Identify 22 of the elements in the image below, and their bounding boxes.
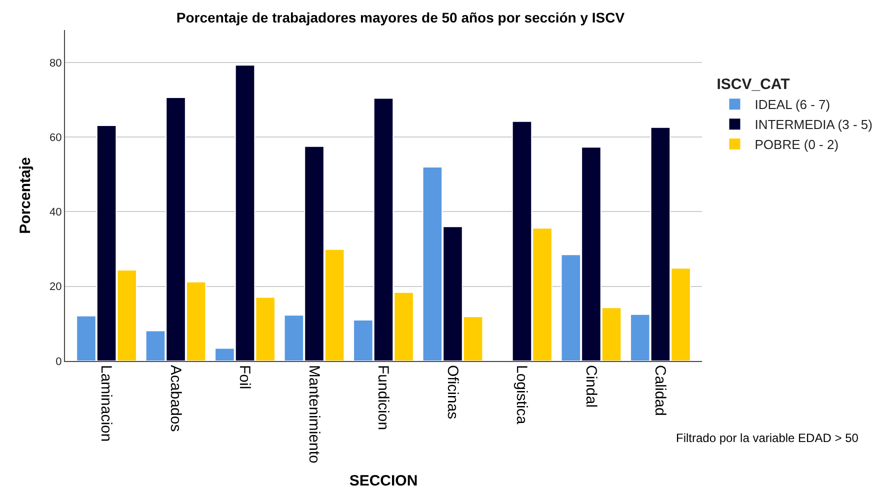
legend-label: INTERMEDIA (3 - 5) — [754, 117, 872, 132]
y-tick-label: 20 — [50, 281, 62, 294]
x-tick-label: Acabados — [166, 365, 184, 432]
legend-label: POBRE (0 - 2) — [754, 137, 839, 152]
x-tick-label: Foil — [236, 365, 254, 390]
legend-label: IDEAL (6 - 7) — [754, 97, 830, 112]
y-tick-label: 0 — [56, 356, 62, 368]
x-axis-title: SECCION — [349, 472, 418, 490]
chart-title: Porcentaje de trabajadores mayores de 50 años por sección y ISCV — [176, 9, 626, 26]
legend-title: ISCV_CAT — [716, 76, 790, 94]
x-tick-label: Fundicion — [374, 365, 392, 430]
y-tick-label: 80 — [50, 57, 62, 70]
x-tick-label: Calidad — [652, 365, 669, 416]
y-tick-label: 40 — [50, 206, 62, 219]
y-axis-title: Porcentaje — [16, 157, 34, 234]
x-tick-label: Oficinas — [444, 365, 461, 420]
text: Filtrado por la variable EDAD > 50 — [676, 431, 859, 445]
x-tick-label: Cindal — [582, 365, 600, 408]
x-tick-label: Logistica — [513, 365, 530, 425]
y-tick-label: 60 — [50, 132, 62, 144]
x-tick-label: Laminacion — [98, 365, 115, 442]
x-tick-label: Mantenimiento — [305, 365, 322, 464]
